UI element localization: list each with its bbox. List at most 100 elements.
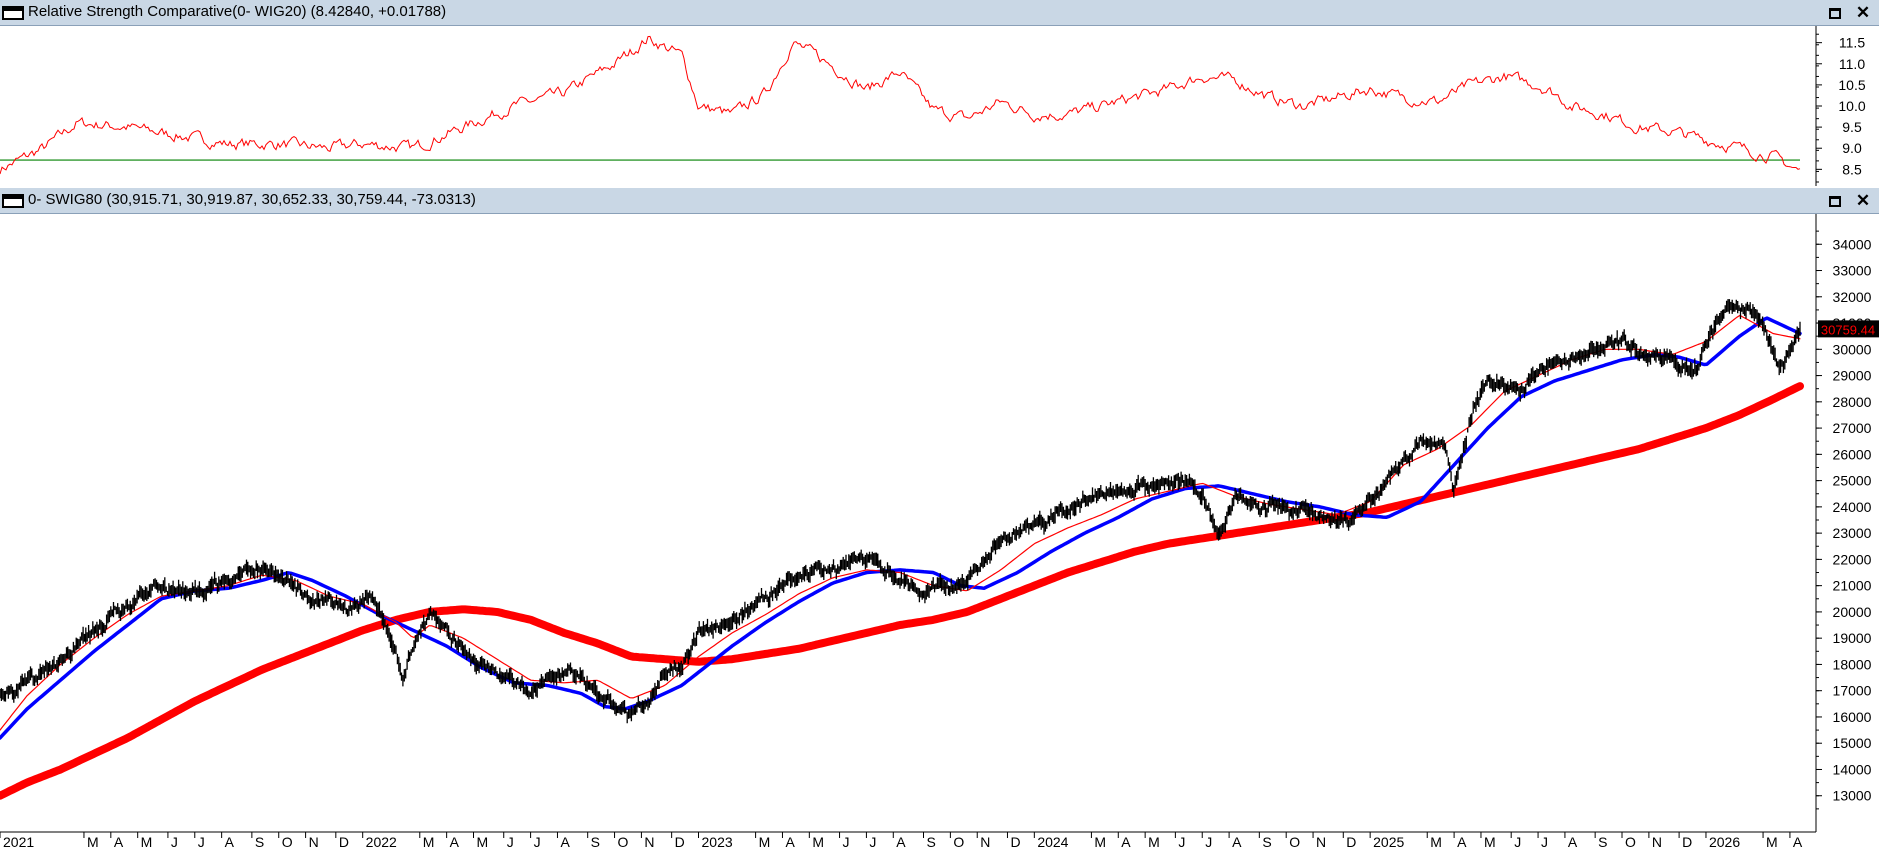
price-y-tick-label: 18000 bbox=[1833, 656, 1872, 672]
price-x-tick-label: A bbox=[450, 834, 460, 848]
rs-y-tick-label: 10.0 bbox=[1838, 98, 1865, 114]
price-y-tick-label: 34000 bbox=[1833, 236, 1872, 252]
price-x-tick-label: 2022 bbox=[366, 834, 397, 848]
price-x-tick-label: M bbox=[423, 834, 435, 848]
price-x-tick-label: N bbox=[1652, 834, 1662, 848]
price-x-tick-label: J bbox=[507, 834, 514, 848]
maximize-icon[interactable] bbox=[1823, 2, 1847, 24]
price-y-tick-label: 15000 bbox=[1833, 735, 1872, 751]
price-y-tick-label: 29000 bbox=[1833, 368, 1872, 384]
price-x-tick-label: D bbox=[675, 834, 685, 848]
last-value-tag bbox=[1818, 320, 1879, 338]
slow-moving-average-line bbox=[0, 382, 1804, 800]
maximize-icon[interactable] bbox=[1823, 190, 1847, 212]
price-x-tick-label: O bbox=[953, 834, 964, 848]
price-x-tick-label: A bbox=[785, 834, 795, 848]
price-x-tick-label: J bbox=[1541, 834, 1548, 848]
window-icon bbox=[2, 6, 24, 20]
price-x-tick-label: J bbox=[198, 834, 205, 848]
price-y-tick-label: 25000 bbox=[1833, 473, 1872, 489]
price-x-tick-label: N bbox=[644, 834, 654, 848]
price-chart: 13000 14000 15000 16000 17000 18000 19000 20000… bbox=[0, 214, 1879, 848]
price-x-tick-label: M bbox=[1484, 834, 1496, 848]
price-x-tick-label: N bbox=[1316, 834, 1326, 848]
price-x-tick-label: 2023 bbox=[702, 834, 733, 848]
price-bars bbox=[0, 299, 1801, 724]
rs-y-tick-label: 11.5 bbox=[1839, 35, 1865, 51]
rs-y-tick-label: 9.5 bbox=[1842, 119, 1862, 135]
price-x-tick-label: M bbox=[1094, 834, 1106, 848]
rs-pane-title: Relative Strength Comparative(0- WIG20) … bbox=[28, 3, 447, 20]
price-pane-titlebar: 0- SWIG80 (30,915.71, 30,919.87, 30,652.… bbox=[0, 188, 1879, 214]
price-x-tick-label: O bbox=[1289, 834, 1300, 848]
price-x-tick-label: S bbox=[255, 834, 264, 848]
price-x-tick-label: M bbox=[1148, 834, 1160, 848]
rs-y-tick-label: 8.5 bbox=[1842, 161, 1862, 177]
price-y-tick-label: 19000 bbox=[1833, 630, 1872, 646]
price-x-tick-label: M bbox=[759, 834, 771, 848]
price-x-tick-label: M bbox=[1766, 834, 1778, 848]
rs-series-line bbox=[0, 35, 1801, 175]
price-x-tick-label: A bbox=[1232, 834, 1242, 848]
close-icon[interactable]: ✕ bbox=[1855, 191, 1871, 210]
price-y-tick-label: 22000 bbox=[1833, 551, 1872, 567]
price-x-tick-label: J bbox=[1514, 834, 1521, 848]
price-x-tick-label: A bbox=[1568, 834, 1578, 848]
price-y-tick-label: 14000 bbox=[1833, 761, 1872, 777]
price-x-tick-label: D bbox=[1346, 834, 1356, 848]
price-x-tick-label: A bbox=[225, 834, 235, 848]
price-x-tick-label: J bbox=[171, 834, 178, 848]
price-x-tick-label: D bbox=[339, 834, 349, 848]
price-x-tick-label: D bbox=[1682, 834, 1692, 848]
price-y-tick-label: 30000 bbox=[1833, 341, 1872, 357]
price-y-tick-label: 21000 bbox=[1833, 578, 1872, 594]
price-x-tick-label: N bbox=[309, 834, 319, 848]
price-x-tick-label: A bbox=[896, 834, 906, 848]
price-x-tick-label: 2025 bbox=[1373, 834, 1404, 848]
price-x-tick-label: J bbox=[1205, 834, 1212, 848]
fast-moving-average-line bbox=[0, 314, 1801, 731]
price-x-tick-label: 2021 bbox=[3, 834, 34, 848]
price-y-tick-label: 32000 bbox=[1833, 289, 1872, 305]
price-x-tick-label: D bbox=[1010, 834, 1020, 848]
rs-y-tick-label: 9.0 bbox=[1842, 140, 1862, 156]
price-y-tick-label: 23000 bbox=[1833, 525, 1872, 541]
price-x-tick-label: M bbox=[141, 834, 153, 848]
price-x-tick-label: 2026 bbox=[1709, 834, 1740, 848]
price-x-tick-label: A bbox=[1121, 834, 1131, 848]
price-x-tick-label: S bbox=[1262, 834, 1271, 848]
window-icon bbox=[2, 194, 24, 208]
price-x-tick-label: J bbox=[843, 834, 850, 848]
price-x-tick-label: 2024 bbox=[1037, 834, 1068, 848]
mid-moving-average-line bbox=[0, 316, 1802, 740]
price-y-tick-label: 20000 bbox=[1833, 604, 1872, 620]
price-x-tick-label: N bbox=[980, 834, 990, 848]
rs-chart: 8.5 9.0 9.5 10.0 10.5 11.0 11.5 bbox=[0, 26, 1866, 186]
price-x-tick-label: O bbox=[282, 834, 293, 848]
price-x-tick-label: S bbox=[1598, 834, 1607, 848]
price-x-tick-label: A bbox=[114, 834, 124, 848]
price-y-tick-label: 27000 bbox=[1833, 420, 1872, 436]
price-y-tick-label: 17000 bbox=[1833, 683, 1872, 699]
price-x-tick-label: J bbox=[869, 834, 876, 848]
rs-y-tick-label: 11.0 bbox=[1839, 56, 1865, 72]
price-x-tick-label: A bbox=[1793, 834, 1803, 848]
close-icon[interactable]: ✕ bbox=[1855, 3, 1871, 22]
price-x-tick-label: M bbox=[812, 834, 824, 848]
price-x-tick-label: S bbox=[591, 834, 600, 848]
price-x-tick-label: A bbox=[560, 834, 570, 848]
last-value-label: 30759.44 bbox=[1821, 322, 1875, 337]
price-x-tick-label: O bbox=[1625, 834, 1636, 848]
price-x-tick-label: M bbox=[477, 834, 489, 848]
price-y-tick-label: 28000 bbox=[1833, 394, 1872, 410]
price-y-tick-label: 24000 bbox=[1833, 499, 1872, 515]
price-y-tick-label: 16000 bbox=[1833, 709, 1872, 725]
price-x-tick-label: J bbox=[534, 834, 541, 848]
price-pane-title: 0- SWIG80 (30,915.71, 30,919.87, 30,652.… bbox=[28, 191, 476, 208]
price-y-tick-label: 33000 bbox=[1833, 263, 1872, 279]
price-x-tick-label: A bbox=[1457, 834, 1467, 848]
price-x-tick-label: O bbox=[618, 834, 629, 848]
price-y-tick-label: 13000 bbox=[1833, 788, 1872, 804]
rs-y-tick-label: 10.5 bbox=[1838, 77, 1865, 93]
price-y-tick-label: 26000 bbox=[1833, 446, 1872, 462]
